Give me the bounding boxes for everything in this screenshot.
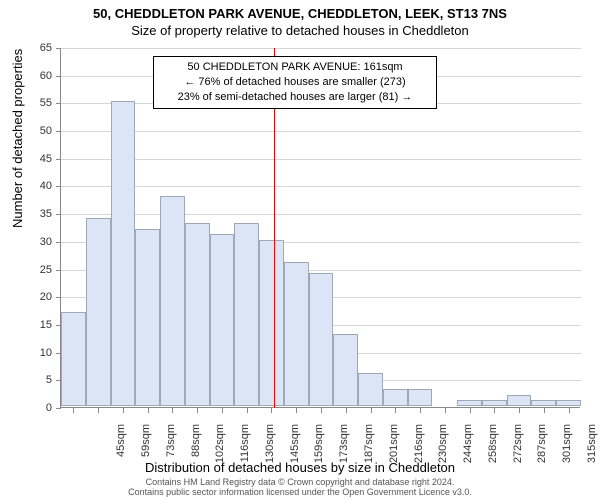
grid-line <box>61 214 581 215</box>
chart-title-line2: Size of property relative to detached ho… <box>0 21 600 38</box>
histogram-bar <box>86 218 111 406</box>
chart-title-line1: 50, CHEDDLETON PARK AVENUE, CHEDDLETON, … <box>0 0 600 21</box>
xtick-mark <box>544 408 545 413</box>
histogram-bar <box>61 312 86 406</box>
xtick-mark <box>519 408 520 413</box>
ytick-mark <box>56 214 61 215</box>
annotation-line: 23% of semi-detached houses are larger (… <box>160 90 430 105</box>
xtick-mark <box>371 408 372 413</box>
xtick-mark <box>445 408 446 413</box>
ytick-mark <box>56 270 61 271</box>
ytick-mark <box>56 103 61 104</box>
grid-line <box>61 159 581 160</box>
xtick-mark <box>321 408 322 413</box>
ytick-label: 50 <box>22 125 52 137</box>
xtick-mark <box>222 408 223 413</box>
ytick-mark <box>56 48 61 49</box>
histogram-bar <box>531 400 556 406</box>
xtick-mark <box>73 408 74 413</box>
footer-line2: Contains public sector information licen… <box>0 488 600 498</box>
ytick-label: 40 <box>22 180 52 192</box>
plot-frame: 45sqm59sqm73sqm88sqm102sqm116sqm130sqm14… <box>60 48 580 408</box>
ytick-label: 15 <box>22 319 52 331</box>
ytick-label: 60 <box>22 70 52 82</box>
ytick-label: 20 <box>22 291 52 303</box>
ytick-label: 25 <box>22 264 52 276</box>
plot-area: 45sqm59sqm73sqm88sqm102sqm116sqm130sqm14… <box>60 48 580 408</box>
ytick-mark <box>56 76 61 77</box>
xtick-mark <box>247 408 248 413</box>
histogram-bar <box>111 101 136 406</box>
histogram-bar <box>358 373 383 406</box>
histogram-bar <box>234 223 259 406</box>
grid-line <box>61 48 581 49</box>
ytick-mark <box>56 297 61 298</box>
footer-attribution: Contains HM Land Registry data © Crown c… <box>0 478 600 498</box>
annotation-box: 50 CHEDDLETON PARK AVENUE: 161sqm← 76% o… <box>153 56 437 109</box>
histogram-bar <box>457 400 482 406</box>
ytick-label: 45 <box>22 153 52 165</box>
ytick-mark <box>56 186 61 187</box>
ytick-label: 65 <box>22 42 52 54</box>
xtick-mark <box>271 408 272 413</box>
ytick-label: 55 <box>22 97 52 109</box>
ytick-label: 10 <box>22 347 52 359</box>
histogram-bar <box>482 400 507 406</box>
annotation-line: ← 76% of detached houses are smaller (27… <box>160 75 430 90</box>
histogram-bar <box>185 223 210 406</box>
ytick-label: 30 <box>22 236 52 248</box>
histogram-bar <box>383 389 408 406</box>
xtick-mark <box>98 408 99 413</box>
xtick-mark <box>569 408 570 413</box>
histogram-bar <box>284 262 309 406</box>
ytick-label: 0 <box>22 402 52 414</box>
xtick-mark <box>197 408 198 413</box>
annotation-line: 50 CHEDDLETON PARK AVENUE: 161sqm <box>160 60 430 75</box>
ytick-label: 35 <box>22 208 52 220</box>
xtick-mark <box>420 408 421 413</box>
histogram-bar <box>309 273 334 406</box>
ytick-mark <box>56 131 61 132</box>
ytick-mark <box>56 408 61 409</box>
xtick-mark <box>296 408 297 413</box>
histogram-bar <box>210 234 235 406</box>
xtick-mark <box>346 408 347 413</box>
histogram-bar <box>507 395 532 406</box>
xtick-mark <box>494 408 495 413</box>
histogram-bar <box>333 334 358 406</box>
xtick-mark <box>470 408 471 413</box>
x-axis-label: Distribution of detached houses by size … <box>0 460 600 475</box>
grid-line <box>61 186 581 187</box>
xtick-mark <box>123 408 124 413</box>
histogram-bar <box>259 240 284 406</box>
xtick-mark <box>395 408 396 413</box>
ytick-mark <box>56 159 61 160</box>
ytick-mark <box>56 242 61 243</box>
chart-container: 50, CHEDDLETON PARK AVENUE, CHEDDLETON, … <box>0 0 600 500</box>
histogram-bar <box>556 400 581 406</box>
xtick-mark <box>148 408 149 413</box>
xtick-mark <box>172 408 173 413</box>
ytick-label: 5 <box>22 374 52 386</box>
histogram-bar <box>408 389 433 406</box>
histogram-bar <box>135 229 160 406</box>
grid-line <box>61 131 581 132</box>
histogram-bar <box>160 196 185 406</box>
